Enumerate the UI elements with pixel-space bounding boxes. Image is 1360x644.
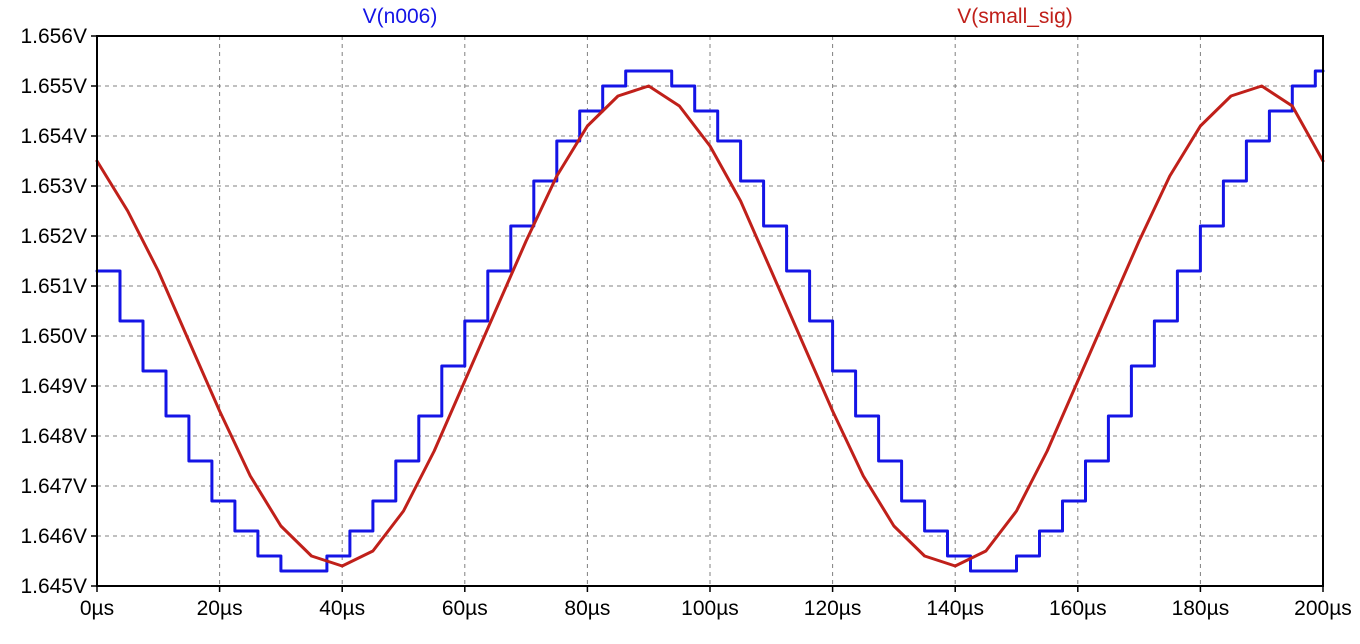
y-tick-label: 1.654V (20, 125, 87, 148)
x-tick-label: 100µs (681, 597, 739, 620)
series-traces (95, 69, 1325, 573)
y-tick-label: 1.649V (20, 375, 87, 398)
x-tick-label: 60µs (442, 597, 488, 620)
y-tick-label: 1.653V (20, 175, 87, 198)
y-tick-labels: 1.656V 1.655V 1.654V 1.653V 1.652V 1.651V 1.65… (20, 25, 87, 598)
y-tick-label: 1.655V (20, 75, 87, 98)
x-tick-label: 40µs (319, 597, 365, 620)
y-tick-label: 1.646V (20, 525, 87, 548)
y-tick-label: 1.648V (20, 425, 87, 448)
y-tick-label: 1.645V (20, 575, 87, 598)
legend: V(n006) V(small_sig) (363, 5, 1073, 28)
x-tick-label: 140µs (926, 597, 984, 620)
x-tick-label: 20µs (197, 597, 243, 620)
x-tick-label: 200µs (1294, 597, 1352, 620)
axis-ticks (91, 35, 1324, 592)
y-tick-label: 1.647V (20, 475, 87, 498)
series-line-n006 (95, 69, 1325, 573)
x-tick-label: 0µs (80, 597, 114, 620)
y-tick-label: 1.652V (20, 225, 87, 248)
x-tick-label: 160µs (1049, 597, 1107, 620)
y-tick-label: 1.650V (20, 325, 87, 348)
y-tick-label: 1.651V (20, 275, 87, 298)
legend-entry-n006[interactable]: V(n006) (363, 5, 438, 28)
x-tick-label: 120µs (804, 597, 862, 620)
x-tick-label: 80µs (564, 597, 610, 620)
legend-entry-small-sig[interactable]: V(small_sig) (957, 5, 1073, 28)
grid-lines (97, 36, 1323, 586)
series-line-small-sig (95, 84, 1325, 568)
x-tick-labels: 0µs 20µs 40µs 60µs 80µs 100µs 120µs 140µs 160µs 1… (80, 597, 1352, 620)
x-tick-label: 180µs (1172, 597, 1230, 620)
y-tick-label: 1.656V (20, 25, 87, 48)
